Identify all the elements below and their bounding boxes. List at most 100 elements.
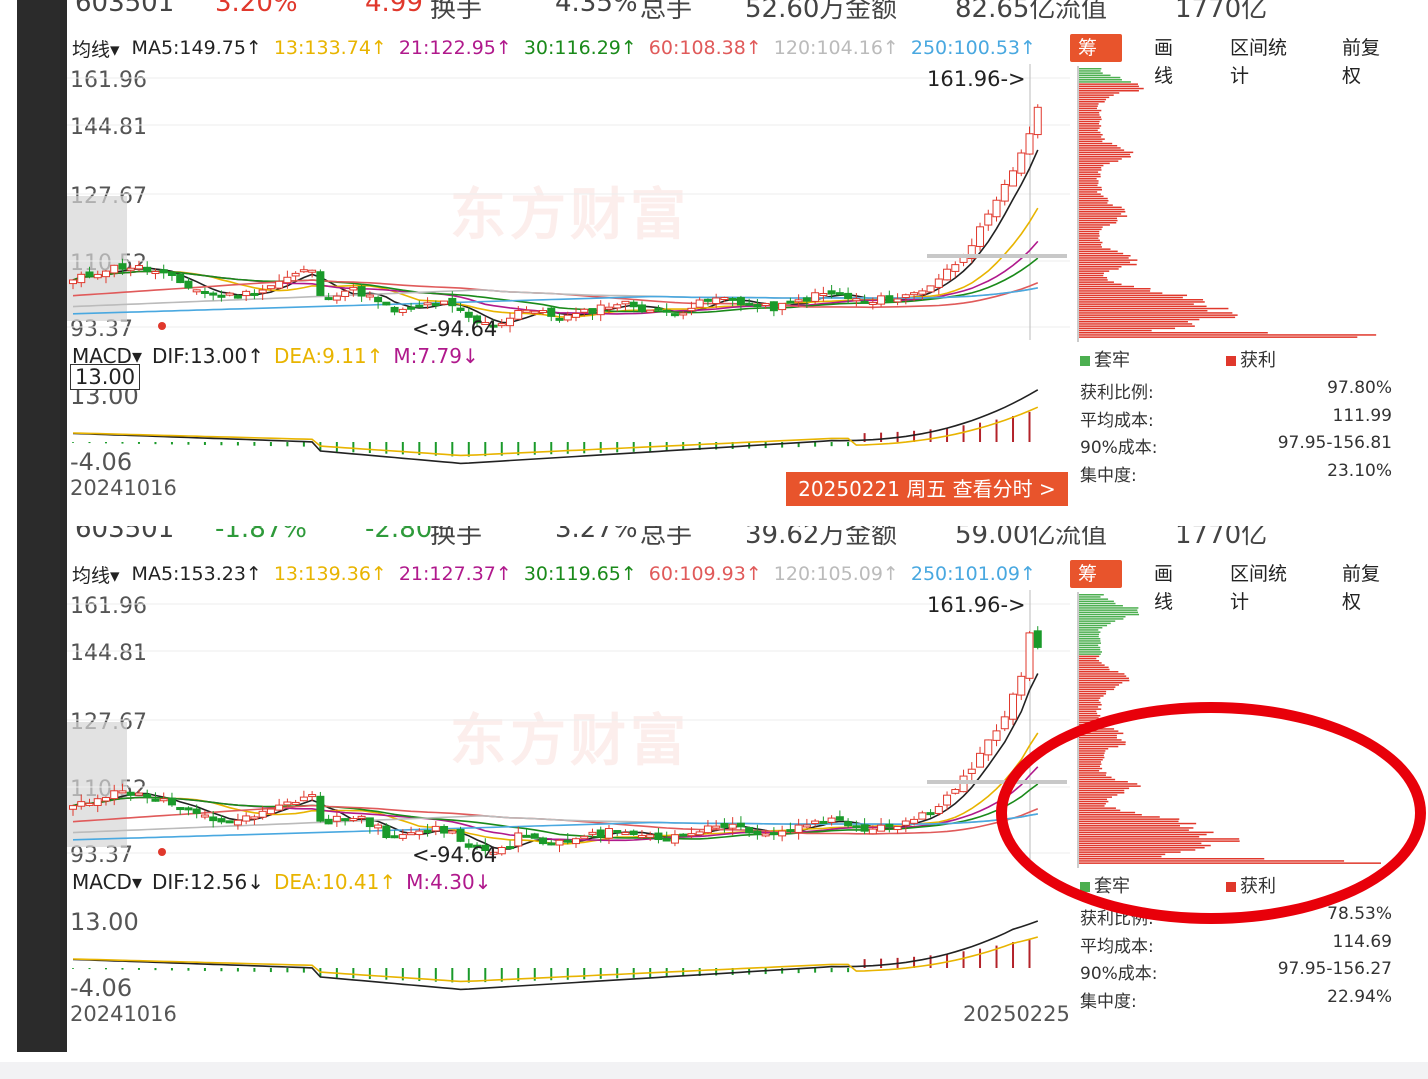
tab-range-stats[interactable]: 区间统计 [1230,563,1288,613]
macd-chart[interactable] [67,900,1070,1000]
macd-value-2: M:7.79↓ [393,344,479,368]
chip-bar [1079,105,1098,107]
candle-body [712,297,721,305]
chip-bar [1079,145,1118,147]
candle-body [233,295,242,299]
candle-body [316,271,325,296]
stat-value: 114.69 [1332,931,1392,952]
candle-body [901,820,910,826]
candle-body [151,798,160,802]
quote-strip-item: 52.60万 [745,0,846,24]
candle-body [184,280,193,289]
view-intraday-button[interactable]: 20250221 周五 查看分时 > [786,472,1068,506]
profit-swatch [1226,356,1236,366]
dea-line [72,936,1039,983]
candle-body [481,321,490,325]
chip-bar [1079,184,1098,187]
candle-body [745,826,754,834]
candle-body [324,818,333,825]
chip-bar [1079,288,1151,290]
chip-bar [1079,226,1103,228]
stat-row: 集中度: 22.94% [1080,987,1392,1015]
tab-draw[interactable]: 画线 [1154,563,1174,613]
candle-body [926,812,935,816]
chip-bar [1079,244,1102,246]
ma-line-13 [72,732,1039,845]
chip-bar [1079,651,1103,653]
tab-range-stats[interactable]: 区间统计 [1230,37,1288,87]
candle-body [77,801,86,807]
chip-bar [1079,250,1118,253]
ma-selector[interactable]: 均线▾ [72,38,120,61]
candle-body [134,265,143,270]
chip-bar [1079,162,1110,165]
chip-bar [1079,268,1119,270]
candle-body [398,834,407,839]
chip-bar [1079,611,1139,614]
chip-bar [1079,219,1118,222]
candle-body [225,820,234,824]
quote-strip-item: 金额 [845,0,898,24]
quote-strip-item: 换手 [430,0,483,24]
candle-body [555,839,564,846]
candle-body [192,289,201,293]
macd-chart[interactable] [67,374,1070,474]
candle-body [868,828,877,835]
ma-value-3: 30:119.65↑ [523,563,637,585]
chip-bar [1079,140,1103,143]
stat-row: 平均成本: 114.69 [1080,932,1392,960]
candle-body [489,851,498,855]
chip-bar [1079,151,1134,154]
chip-bar [1079,719,1100,721]
chip-bar [1079,318,1200,321]
chip-bar [1079,272,1104,275]
chip-bar [1079,697,1101,699]
candle-body [324,297,333,301]
candle-body [497,323,506,327]
stat-value: 97.80% [1327,378,1392,398]
chip-bar [1079,668,1110,671]
candlestick-chart[interactable]: 161.96-> <-94.64 [67,64,1070,340]
candle-body [769,301,778,312]
chip-bar [1079,717,1099,719]
candle-body [844,292,853,299]
chip-bar [1079,695,1104,697]
chip-bar [1079,98,1107,101]
tab-draw[interactable]: 画线 [1154,37,1174,87]
candle-body [984,213,993,226]
candle-body [473,315,482,324]
candlestick-chart[interactable]: 161.96-> <-94.64 [67,590,1070,866]
chip-bar [1079,204,1113,206]
macd-selector[interactable]: MACD▾ [72,870,142,894]
tab-adjust[interactable]: 前复权 [1342,37,1381,87]
ma-selector[interactable]: 均线▾ [72,564,120,587]
stat-label: 集中度: [1080,991,1137,1012]
candle-body [1025,133,1034,155]
tab-chips[interactable]: 筹码 [1070,34,1122,87]
candle-body [250,816,259,820]
candle-body [753,830,762,835]
tab-adjust[interactable]: 前复权 [1342,563,1381,613]
chip-bar [1079,336,1358,338]
candle-body [308,269,317,273]
candle-body [134,792,143,796]
ma-value-2: 21:127.37↑ [398,563,512,585]
tab-chips[interactable]: 筹码 [1070,560,1122,613]
chip-bar [1079,321,1188,323]
candle-body [431,303,440,307]
candle-body [868,301,877,305]
chip-bar [1079,708,1102,710]
chip-bar [1079,120,1100,123]
candle-body [1025,632,1034,679]
chip-bar [1079,233,1100,235]
chip-bar [1079,649,1101,651]
candle-body [217,818,226,823]
price-level-bar [927,254,1067,258]
chip-bar [1079,624,1108,627]
candle-body [778,302,787,311]
candle-body [662,309,671,313]
candle-body [308,794,317,798]
candle-body [332,295,341,301]
chart-tab-bar: 筹码画线 区间统计 前复权 [1070,34,1428,87]
chip-bar [1079,704,1102,706]
